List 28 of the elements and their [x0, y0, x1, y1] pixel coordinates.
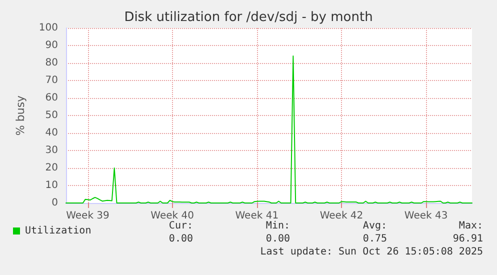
x-tick-label: Week 42: [320, 210, 364, 222]
y-tick-label: 70: [45, 75, 58, 86]
y-axis-title: % busy: [14, 94, 27, 136]
text: 96.91: [452, 234, 484, 244]
y-tick-label: 0: [52, 198, 58, 208]
y-tick-label: 90: [45, 40, 58, 51]
x-tick-label: Week 41: [235, 210, 279, 222]
y-tick-label: 20: [45, 162, 58, 174]
text: Max:: [458, 220, 484, 232]
text: 0.00: [266, 234, 290, 244]
y-tick-label: 10: [45, 180, 58, 191]
x-tick-label: Week 40: [150, 210, 194, 222]
x-tick-label: Week 43: [404, 210, 448, 222]
text: Last update: Sun Oct 26 15:05:08 2025: [260, 246, 484, 258]
text: 0.75: [362, 234, 388, 244]
chart-title: Disk utilization for /dev/sdj - by month: [124, 10, 373, 25]
text: 0.00: [168, 234, 194, 244]
legend-label: Utilization: [25, 226, 92, 236]
y-tick-label: 100: [38, 22, 58, 34]
text: Avg:: [362, 220, 388, 232]
y-tick-label: 40: [45, 128, 58, 138]
x-tick-label: Week 39: [66, 210, 110, 222]
text: Min:: [266, 220, 290, 232]
y-tick-label: 50: [45, 110, 58, 121]
y-tick-label: 80: [45, 58, 58, 68]
y-tick-label: 60: [45, 92, 58, 104]
y-tick-label: 30: [45, 145, 58, 156]
text: Cur:: [168, 220, 194, 232]
